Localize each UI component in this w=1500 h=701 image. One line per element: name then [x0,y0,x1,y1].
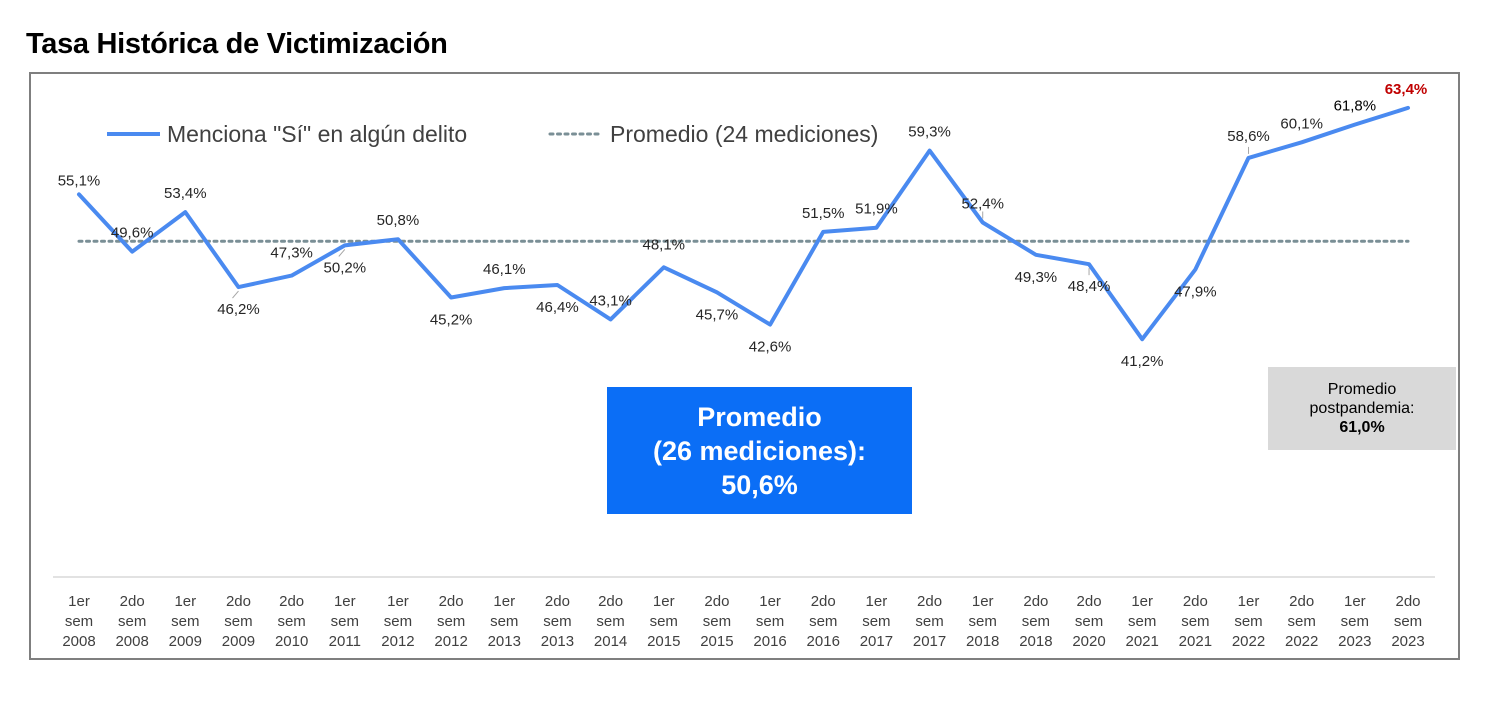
average-box-title: Promedio [697,401,822,432]
data-label: 48,4% [1068,278,1111,295]
average-box-value: 50,6% [721,469,798,500]
x-tick-label: 2do sem 2020 [1072,593,1105,650]
data-label: 47,9% [1174,283,1217,300]
data-label: 46,4% [536,299,579,316]
postpandemic-box-value: 61,0% [1339,419,1385,436]
x-tick-label: 2do sem 2015 [700,593,733,650]
x-tick-label: 1er sem 2023 [1338,593,1371,650]
data-label: 45,2% [430,312,473,329]
x-tick-label: 1er sem 2017 [860,593,893,650]
data-label: 45,7% [696,306,739,323]
data-label: 46,2% [217,301,260,318]
data-label: 63,4% [1385,81,1428,98]
postpandemic-box-title: Promedio [1327,381,1397,398]
x-tick-label: 2do sem 2022 [1285,593,1318,650]
x-tick-label: 1er sem 2011 [329,593,361,650]
x-tick-label: 2do sem 2023 [1391,593,1424,650]
x-tick-label: 1er sem 2016 [753,593,786,650]
data-label: 41,2% [1121,353,1164,370]
data-label: 61,8% [1334,98,1377,115]
x-tick-label: 1er sem 2013 [488,593,521,650]
average-box: Promedio (26 mediciones): 50,6% [607,387,912,514]
x-tick-label: 1er sem 2021 [1126,593,1159,650]
page-title: Tasa Histórica de Victimización [26,28,448,60]
legend-label-victimization: Menciona "Sí" en algún delito [167,121,467,147]
data-label-leader [232,290,239,299]
x-tick-label: 2do sem 2017 [913,593,946,650]
postpandemic-box: Promedio postpandemia: 61,0% [1268,367,1456,450]
data-label: 43,1% [589,292,632,309]
chart-frame [29,72,1460,660]
data-label: 49,3% [1015,269,1058,286]
data-label: 51,5% [802,205,845,222]
data-label: 59,3% [908,124,951,141]
x-tick-label: 1er sem 2012 [381,593,414,650]
victimization-series-line [77,105,1410,342]
data-label: 49,6% [111,225,154,242]
x-tick-label: 2do sem 2021 [1179,593,1212,650]
data-label: 51,9% [855,201,898,218]
legend-label-average: Promedio (24 mediciones) [610,121,878,147]
data-label: 53,4% [164,185,207,202]
x-tick-label: 2do sem 2010 [275,593,308,650]
chart-legend: Menciona "Sí" en algún delito Promedio (… [107,121,878,147]
data-label: 46,1% [483,261,526,278]
data-label: 55,1% [58,172,101,189]
data-label-leader [338,249,346,257]
data-label: 50,8% [377,212,420,229]
x-tick-label: 1er sem 2009 [169,593,202,650]
data-label: 50,2% [324,259,367,276]
data-label: 47,3% [270,245,313,262]
data-label: 42,6% [749,339,792,356]
x-tick-label: 2do sem 2012 [434,593,467,650]
x-tick-label: 2do sem 2013 [541,593,574,650]
x-tick-label: 1er sem 2022 [1232,593,1265,650]
postpandemic-box-subtitle: postpandemia: [1309,400,1415,417]
data-label: 60,1% [1280,115,1323,132]
data-label: 48,1% [642,236,685,253]
x-tick-label: 1er sem 2018 [966,593,999,650]
x-tick-label: 2do sem 2016 [807,593,840,650]
x-tick-label: 1er sem 2015 [647,593,680,650]
data-label: 58,6% [1227,128,1270,145]
average-box-subtitle: (26 mediciones): [652,435,867,466]
x-tick-label: 2do sem 2018 [1019,593,1052,650]
x-tick-label: 2do sem 2014 [594,593,627,650]
x-tick-label: 2do sem 2008 [115,593,148,650]
data-label: 52,4% [961,196,1004,213]
x-tick-label: 2do sem 2009 [222,593,255,650]
x-tick-label: 1er sem 2008 [62,593,95,650]
